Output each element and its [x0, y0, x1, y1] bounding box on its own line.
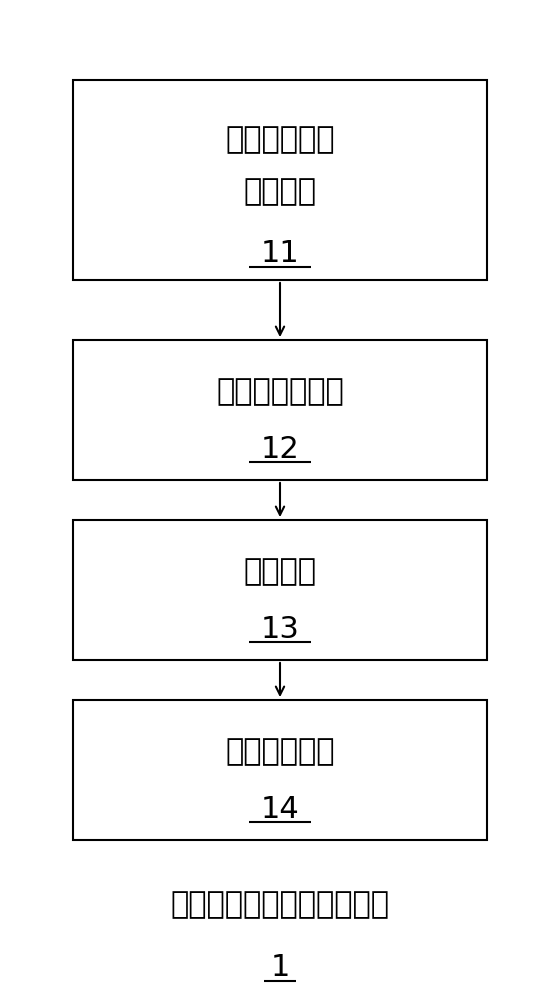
FancyBboxPatch shape — [73, 520, 487, 660]
Text: 准直激光光源: 准直激光光源 — [225, 125, 335, 154]
Text: 11: 11 — [260, 239, 300, 268]
Text: 内腔结构原位三维测量系统: 内腔结构原位三维测量系统 — [170, 890, 390, 920]
Text: 环形光产生装置: 环形光产生装置 — [216, 377, 344, 406]
Text: 成像装置: 成像装置 — [244, 557, 316, 586]
Text: 14: 14 — [260, 795, 300, 824]
FancyBboxPatch shape — [73, 340, 487, 480]
FancyBboxPatch shape — [73, 80, 487, 280]
Text: 12: 12 — [260, 435, 300, 464]
Text: 1: 1 — [270, 954, 290, 982]
Text: 13: 13 — [260, 615, 300, 644]
Text: 图像分析装置: 图像分析装置 — [225, 737, 335, 766]
Text: 发射装置: 发射装置 — [244, 178, 316, 207]
FancyBboxPatch shape — [73, 700, 487, 840]
